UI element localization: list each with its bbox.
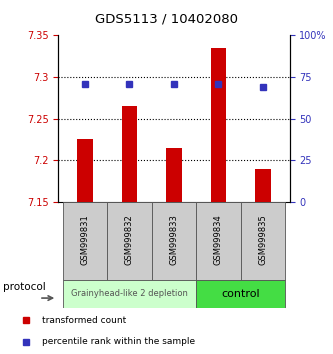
Bar (166, 148, 182, 202)
Text: GSM999835: GSM999835 (258, 214, 267, 264)
Bar (255, 169, 271, 202)
Bar (63, 280, 196, 308)
Text: GSM999833: GSM999833 (169, 214, 178, 264)
Bar (63, 202, 107, 280)
Bar (107, 202, 152, 280)
Bar (152, 202, 196, 280)
Bar (122, 106, 137, 202)
Text: control: control (221, 289, 260, 299)
Bar (196, 280, 285, 308)
Text: percentile rank within the sample: percentile rank within the sample (42, 337, 195, 346)
Text: GSM999832: GSM999832 (125, 214, 134, 264)
Text: GDS5113 / 10402080: GDS5113 / 10402080 (95, 12, 238, 25)
Bar (241, 202, 285, 280)
Text: transformed count: transformed count (42, 316, 126, 325)
Text: GSM999831: GSM999831 (81, 214, 90, 264)
Text: protocol: protocol (3, 282, 46, 292)
Bar (77, 139, 93, 202)
Text: Grainyhead-like 2 depletion: Grainyhead-like 2 depletion (71, 289, 188, 298)
Bar (211, 48, 226, 202)
Bar (196, 202, 241, 280)
Text: GSM999834: GSM999834 (214, 214, 223, 264)
